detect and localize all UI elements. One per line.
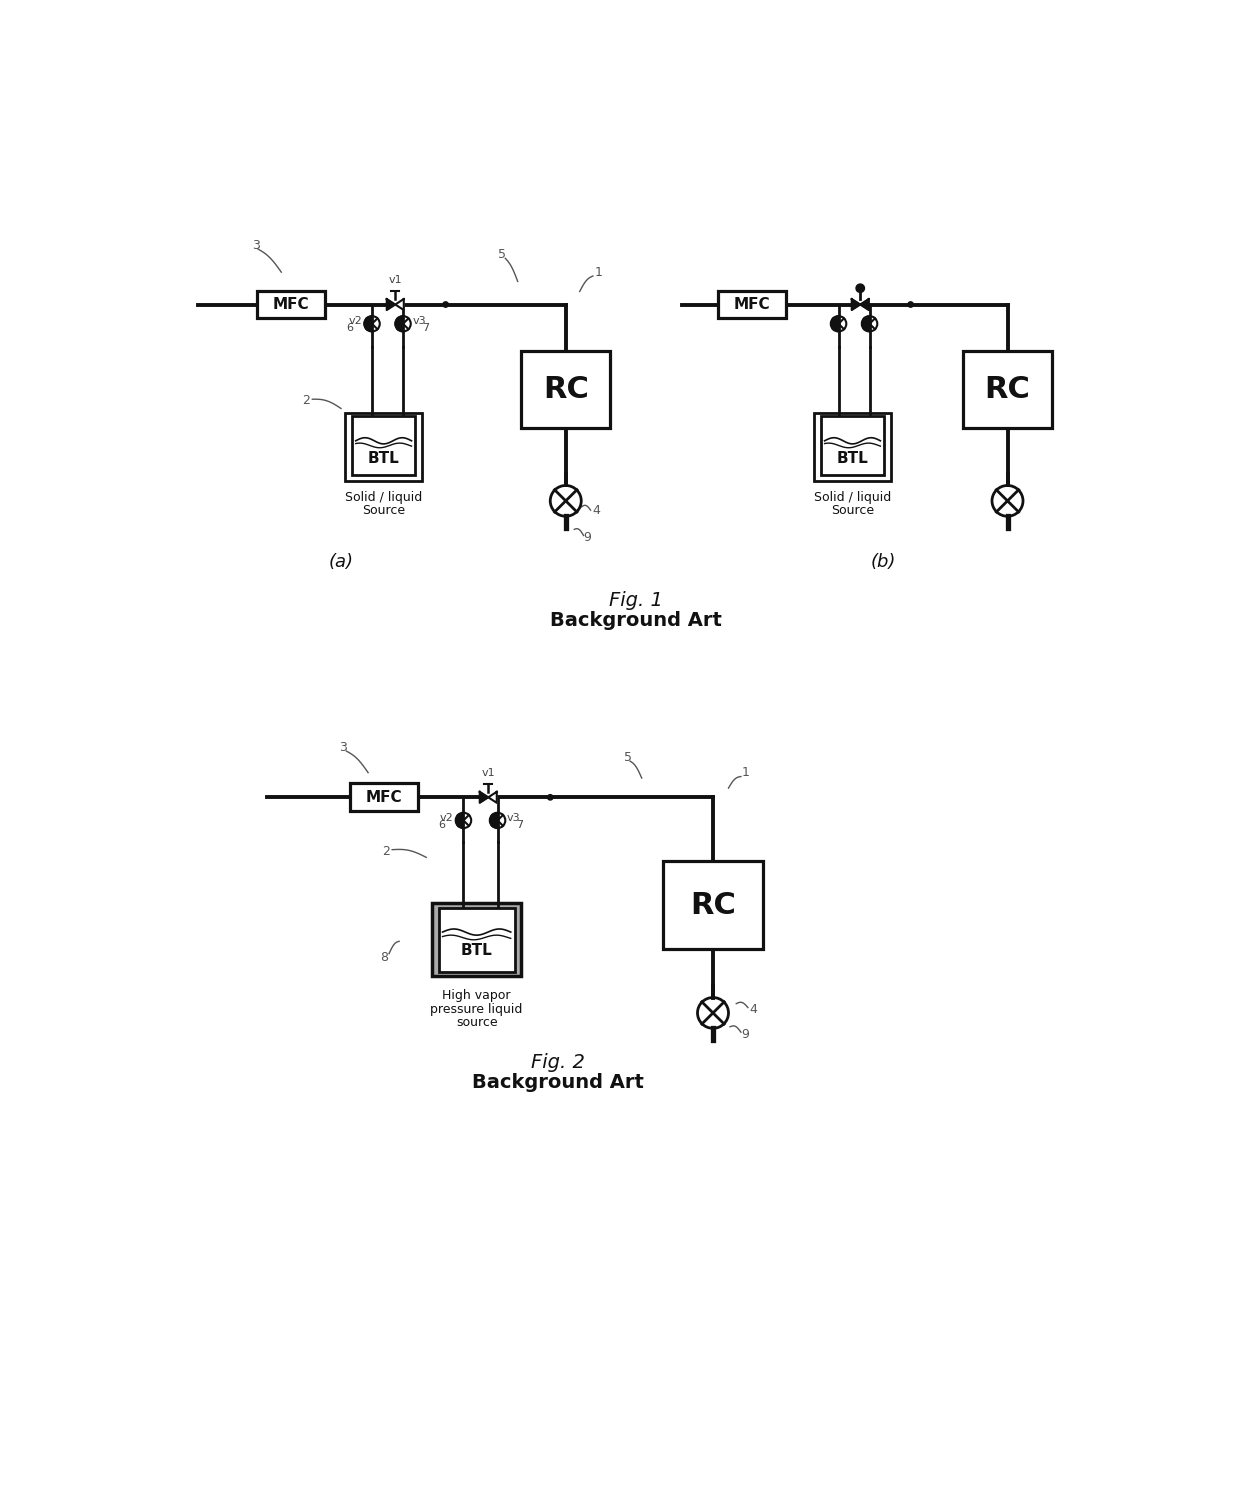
Bar — [433, 904, 521, 976]
Text: (b): (b) — [870, 553, 897, 571]
Text: v2: v2 — [440, 813, 454, 823]
Polygon shape — [365, 316, 372, 331]
Text: 3: 3 — [252, 239, 259, 252]
Text: 7: 7 — [516, 820, 523, 830]
Polygon shape — [861, 299, 869, 310]
Text: (a): (a) — [329, 553, 353, 571]
Text: 1: 1 — [742, 766, 749, 780]
Text: 6: 6 — [438, 820, 445, 830]
Text: BTL: BTL — [368, 450, 399, 465]
Polygon shape — [852, 299, 861, 310]
Text: 5: 5 — [498, 248, 506, 261]
Circle shape — [443, 302, 449, 307]
Bar — [662, 861, 764, 949]
Bar — [963, 351, 1052, 428]
Text: BTL: BTL — [837, 450, 868, 465]
Text: RC: RC — [691, 890, 735, 920]
Text: Solid / liquid: Solid / liquid — [813, 491, 892, 503]
Polygon shape — [396, 316, 403, 331]
Text: 6: 6 — [346, 323, 353, 334]
Text: 2: 2 — [303, 394, 310, 408]
Text: v1: v1 — [481, 768, 495, 778]
Circle shape — [908, 302, 914, 307]
Bar — [813, 413, 892, 480]
Text: Fig. 2: Fig. 2 — [531, 1053, 585, 1073]
Text: 9: 9 — [584, 532, 591, 544]
Circle shape — [548, 795, 553, 799]
Text: 7: 7 — [422, 323, 429, 334]
Text: Fig. 1: Fig. 1 — [609, 591, 662, 610]
Bar — [257, 290, 325, 319]
Text: High vapor: High vapor — [443, 990, 511, 1002]
Bar — [439, 908, 515, 972]
Text: Solid / liquid: Solid / liquid — [345, 491, 423, 503]
Text: RC: RC — [543, 375, 589, 403]
Text: v2: v2 — [348, 316, 362, 326]
Polygon shape — [456, 813, 464, 828]
Text: Background Art: Background Art — [549, 610, 722, 630]
Bar — [718, 290, 786, 319]
Bar — [350, 784, 418, 811]
Text: 2: 2 — [382, 845, 389, 858]
Bar — [521, 351, 610, 428]
Text: MFC: MFC — [366, 790, 402, 805]
Circle shape — [697, 997, 729, 1029]
Circle shape — [992, 485, 1023, 517]
Text: Background Art: Background Art — [472, 1073, 644, 1092]
Text: 8: 8 — [381, 950, 388, 964]
Text: 3: 3 — [340, 740, 347, 754]
Text: source: source — [456, 1015, 497, 1029]
Text: BTL: BTL — [461, 943, 492, 958]
Text: RC: RC — [985, 375, 1030, 403]
Polygon shape — [490, 813, 497, 828]
Bar — [352, 416, 415, 474]
Text: MFC: MFC — [273, 298, 309, 311]
Text: 4: 4 — [749, 1003, 758, 1015]
Circle shape — [551, 485, 582, 517]
Text: v3: v3 — [412, 316, 425, 326]
Bar — [821, 416, 884, 474]
Polygon shape — [831, 316, 838, 331]
Polygon shape — [396, 299, 404, 310]
Text: Source: Source — [831, 503, 874, 517]
Text: Source: Source — [362, 503, 405, 517]
Polygon shape — [489, 792, 497, 802]
Circle shape — [857, 284, 864, 292]
Text: 9: 9 — [742, 1027, 749, 1041]
Text: 4: 4 — [593, 503, 600, 517]
Text: MFC: MFC — [733, 298, 770, 311]
Text: pressure liquid: pressure liquid — [430, 1003, 523, 1015]
Text: v1: v1 — [388, 275, 402, 286]
Polygon shape — [387, 299, 396, 310]
Bar — [345, 413, 423, 480]
Text: 5: 5 — [624, 751, 631, 763]
Text: 1: 1 — [594, 266, 603, 278]
Polygon shape — [480, 792, 489, 802]
Polygon shape — [862, 316, 869, 331]
Text: v3: v3 — [507, 813, 521, 823]
